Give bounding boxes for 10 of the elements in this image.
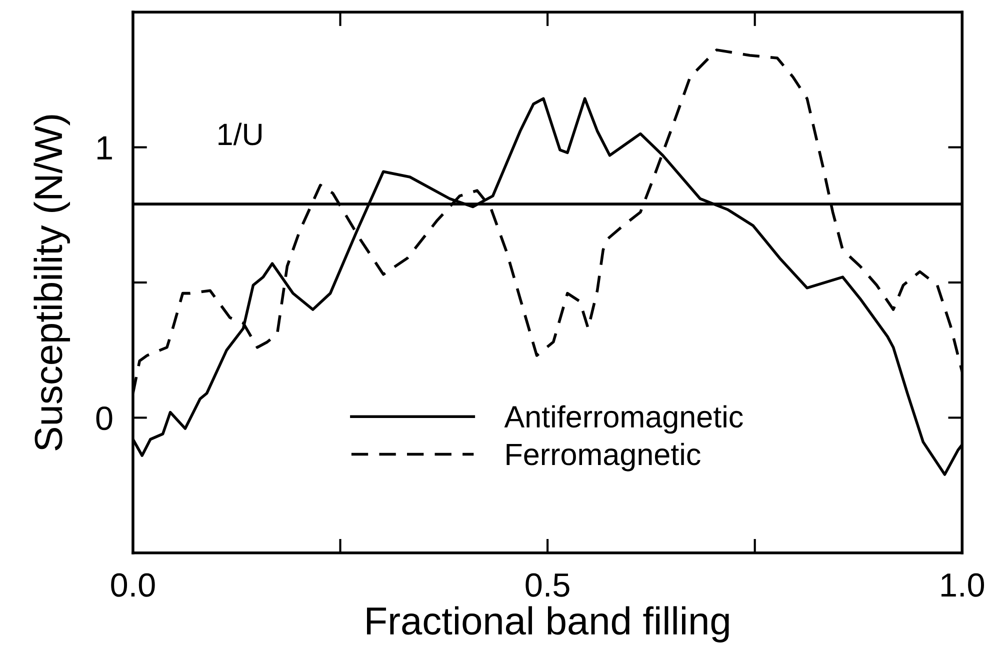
x-tick-label: 0.0: [111, 573, 155, 597]
y-axis-title: Susceptibility (N/W): [34, 115, 70, 450]
x-tick-label: 1.0: [942, 573, 984, 597]
x-axis-title: Fractional band filling: [367, 606, 729, 642]
x-tick-label: 0.5: [526, 573, 570, 597]
legend-label: Ferromagnetic: [506, 442, 700, 472]
y-tick-label: 0: [96, 406, 112, 430]
y-tick-label: 1: [98, 136, 112, 160]
legend-label: Antiferromagnetic: [504, 405, 743, 434]
ref-line-label: 1/U: [218, 122, 262, 146]
